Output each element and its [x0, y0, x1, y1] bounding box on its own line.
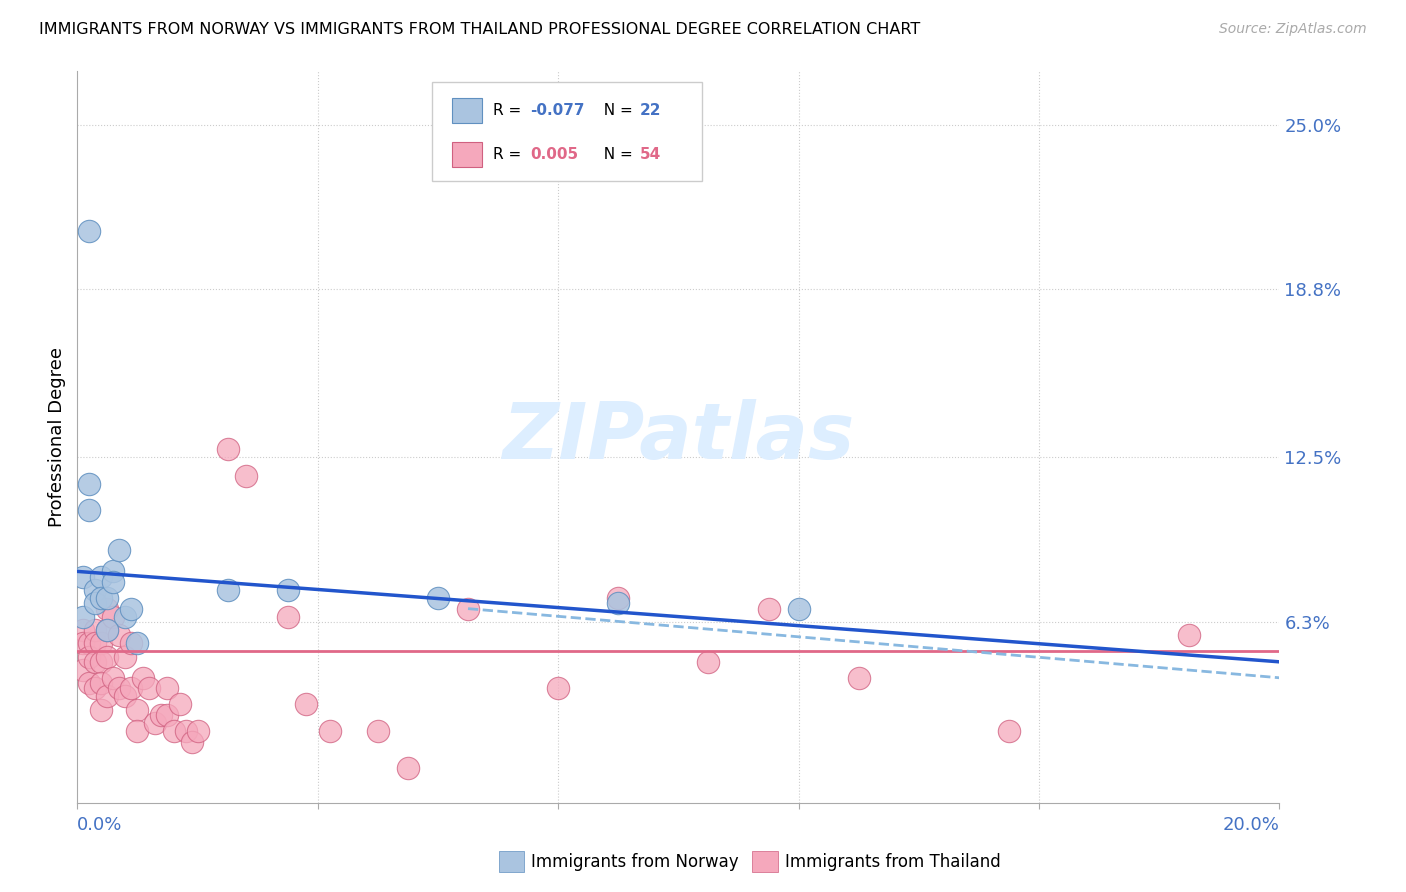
Point [132, 671, 155, 685]
Text: 20.0%: 20.0% [1223, 816, 1279, 834]
Text: Source: ZipAtlas.com: Source: ZipAtlas.com [1219, 22, 1367, 37]
Point [72, 623, 94, 637]
Text: R =: R = [494, 103, 526, 118]
Point [84, 623, 107, 637]
Point [294, 698, 316, 712]
Point [90, 703, 112, 717]
Point [96, 623, 118, 637]
Point [174, 723, 197, 738]
Point [758, 601, 780, 615]
Point [84, 596, 107, 610]
Point [90, 655, 112, 669]
Text: 0.005: 0.005 [530, 147, 579, 162]
Point [127, 723, 149, 738]
Point [319, 723, 342, 738]
Text: Immigrants from Norway: Immigrants from Norway [531, 853, 740, 871]
Point [90, 636, 112, 650]
Point [103, 575, 125, 590]
Point [235, 468, 257, 483]
Point [72, 663, 94, 677]
Point [1178, 628, 1201, 642]
Point [787, 601, 810, 615]
Point [427, 591, 450, 605]
Point [79, 636, 101, 650]
Point [114, 609, 136, 624]
Point [217, 442, 239, 456]
Text: IMMIGRANTS FROM NORWAY VS IMMIGRANTS FROM THAILAND PROFESSIONAL DEGREE CORRELATI: IMMIGRANTS FROM NORWAY VS IMMIGRANTS FRO… [39, 22, 921, 37]
Point [108, 628, 131, 642]
Point [120, 681, 142, 696]
Point [156, 708, 179, 723]
FancyBboxPatch shape [453, 142, 482, 168]
Point [96, 649, 118, 664]
Point [103, 671, 125, 685]
Point [72, 636, 94, 650]
Point [367, 723, 389, 738]
Point [114, 649, 136, 664]
Text: 0.0%: 0.0% [77, 816, 122, 834]
Text: 22: 22 [640, 103, 661, 118]
Point [187, 723, 209, 738]
Text: Immigrants from Thailand: Immigrants from Thailand [785, 853, 1000, 871]
Point [84, 636, 107, 650]
Point [162, 723, 184, 738]
Point [138, 681, 160, 696]
Text: N =: N = [595, 103, 638, 118]
Point [96, 591, 118, 605]
Point [180, 734, 202, 748]
Point [607, 591, 630, 605]
Point [103, 565, 125, 579]
Point [277, 609, 299, 624]
Point [169, 698, 191, 712]
Text: ZIPatlas: ZIPatlas [502, 399, 855, 475]
Point [72, 570, 94, 584]
Point [998, 723, 1021, 738]
Point [79, 476, 101, 491]
Point [217, 582, 239, 597]
Point [79, 676, 101, 690]
Point [79, 503, 101, 517]
Point [90, 676, 112, 690]
Point [150, 708, 173, 723]
Point [114, 690, 136, 704]
Point [90, 570, 112, 584]
Point [127, 703, 149, 717]
Point [96, 623, 118, 637]
Point [697, 655, 720, 669]
Point [72, 609, 94, 624]
Point [84, 582, 107, 597]
Y-axis label: Professional Degree: Professional Degree [48, 347, 66, 527]
Point [145, 716, 167, 731]
Point [90, 591, 112, 605]
Text: -0.077: -0.077 [530, 103, 585, 118]
Point [79, 224, 101, 238]
Point [120, 636, 142, 650]
Text: 54: 54 [640, 147, 661, 162]
Point [848, 671, 870, 685]
Point [84, 655, 107, 669]
FancyBboxPatch shape [432, 82, 703, 181]
Point [396, 761, 419, 775]
Point [127, 636, 149, 650]
Point [79, 649, 101, 664]
Point [607, 596, 630, 610]
Point [108, 543, 131, 558]
Point [277, 582, 299, 597]
Point [547, 681, 569, 696]
Point [96, 690, 118, 704]
Point [457, 601, 479, 615]
Text: R =: R = [494, 147, 526, 162]
Text: N =: N = [595, 147, 638, 162]
Point [96, 601, 118, 615]
Point [84, 681, 107, 696]
Point [103, 609, 125, 624]
Point [156, 681, 179, 696]
Point [120, 601, 142, 615]
FancyBboxPatch shape [453, 98, 482, 123]
Point [108, 681, 131, 696]
